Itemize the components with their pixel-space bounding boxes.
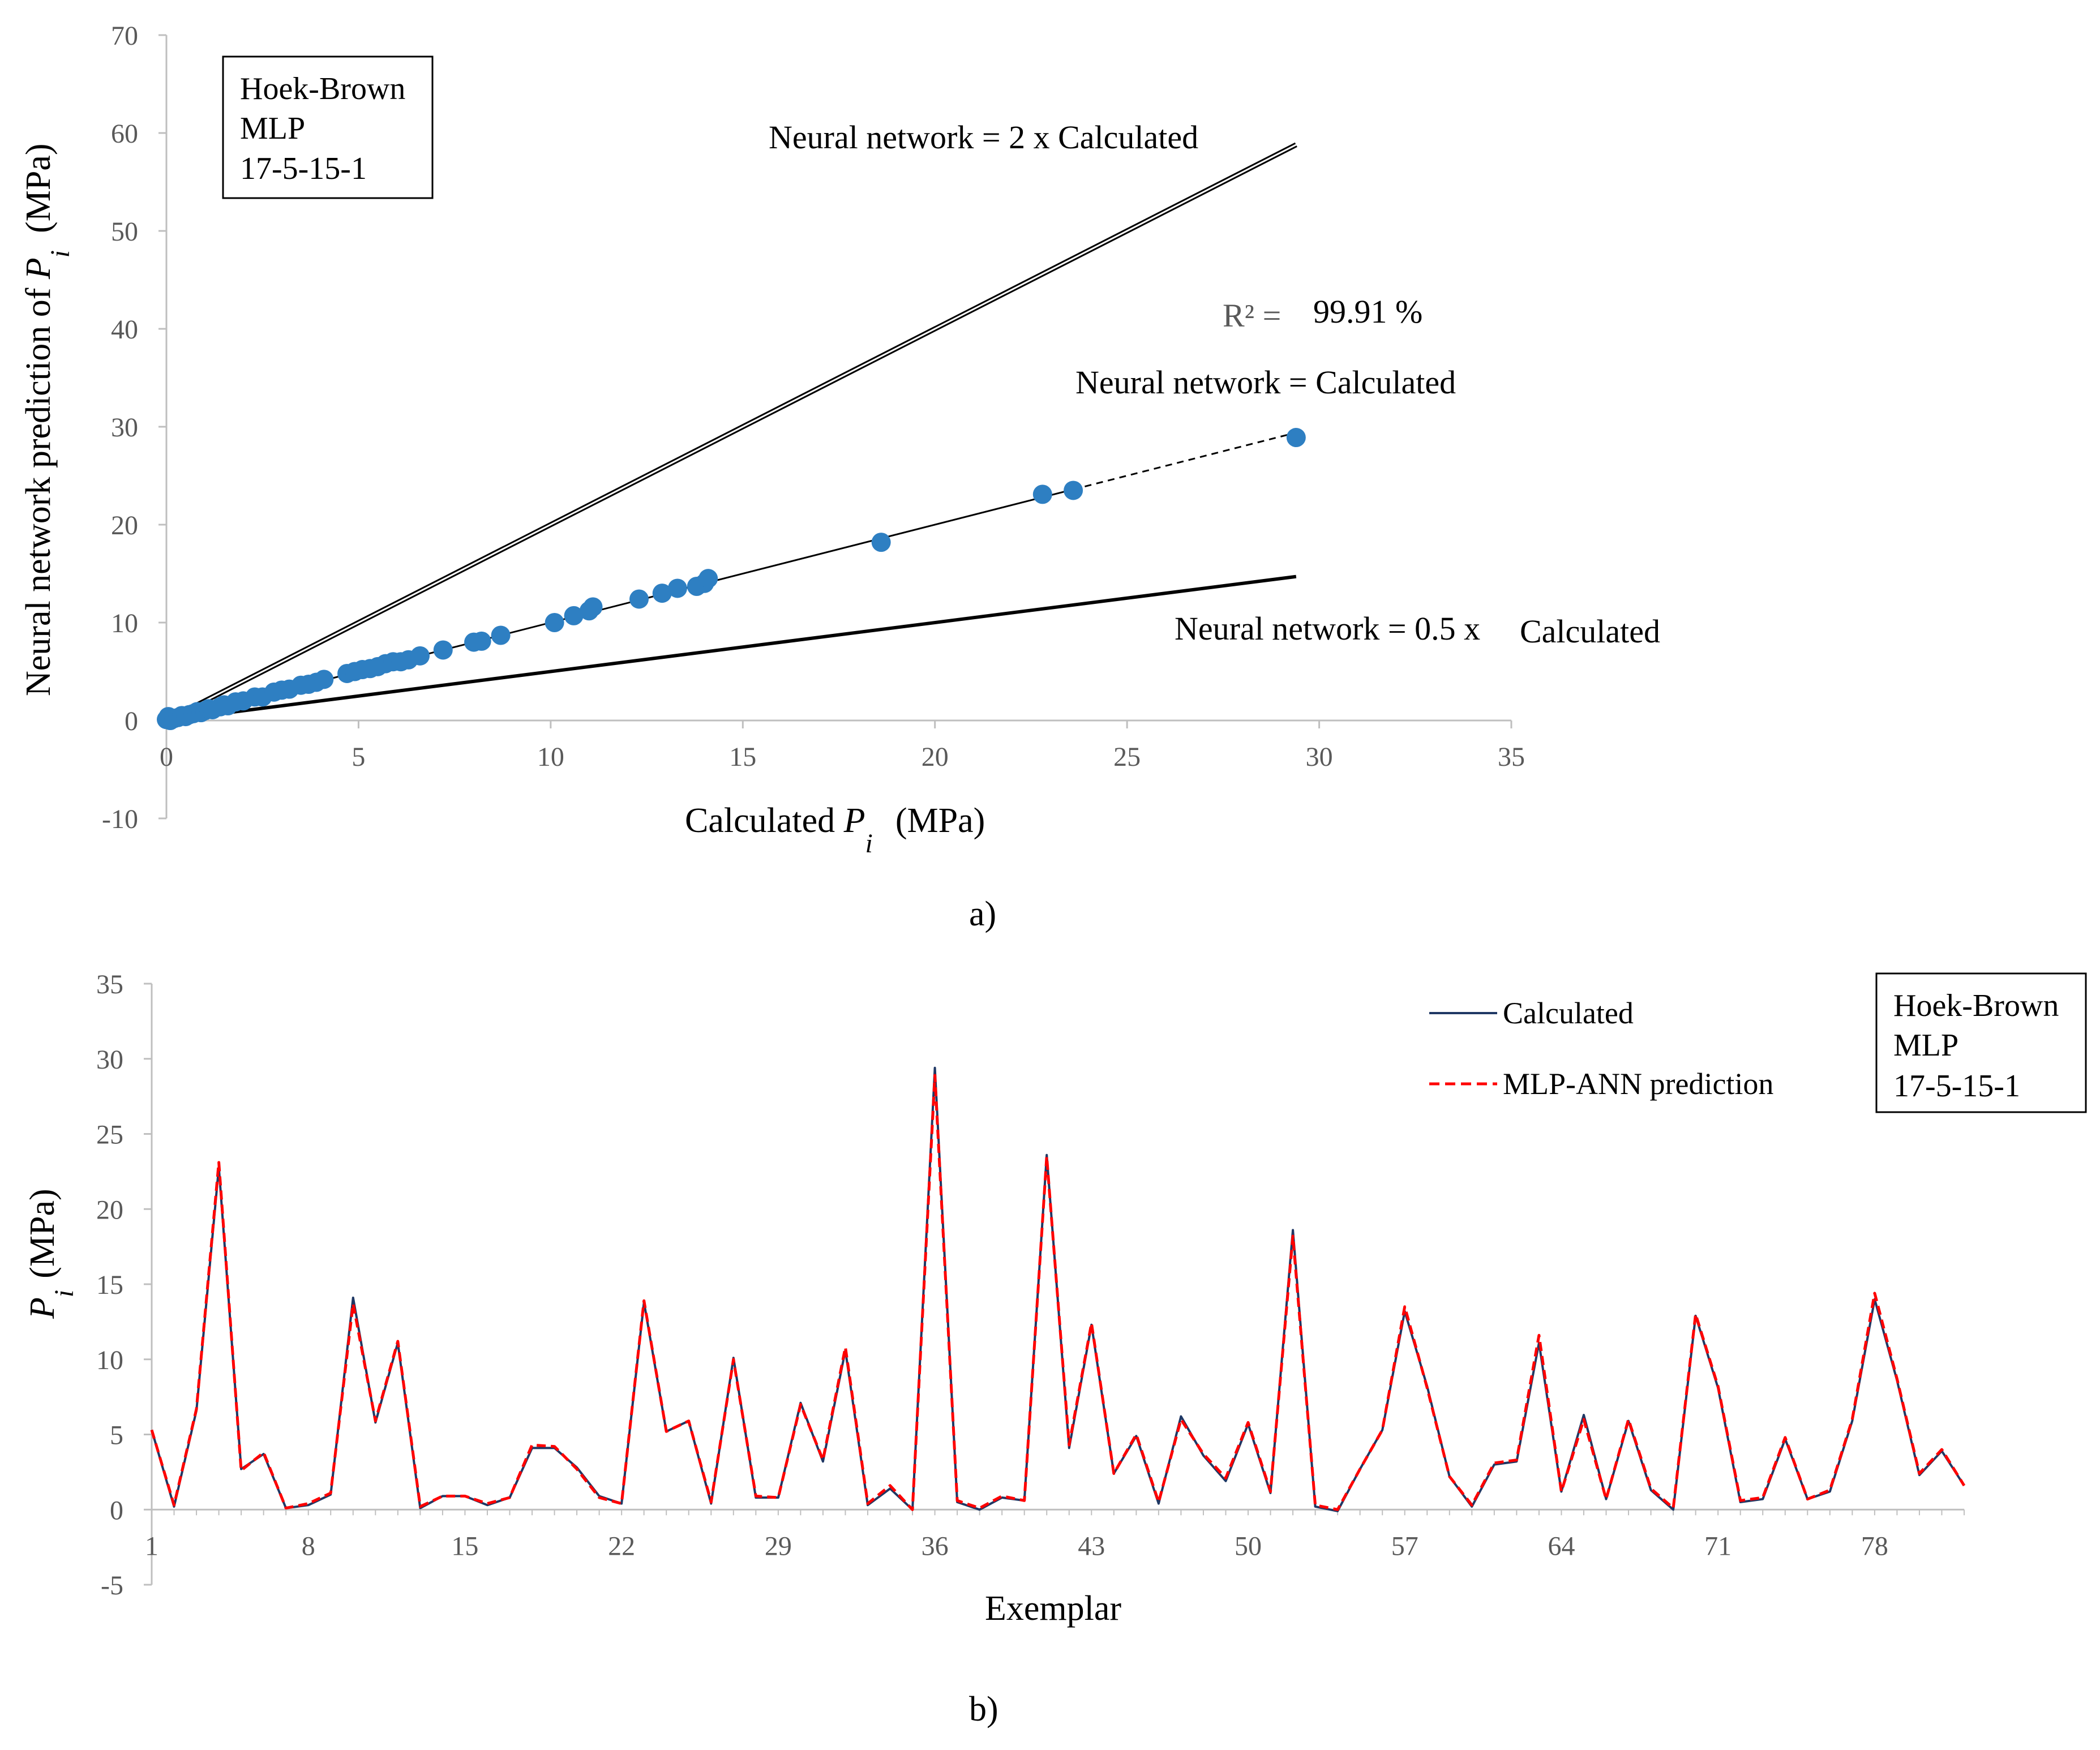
- panel-b-y-tick-label: 25: [96, 1120, 123, 1150]
- panel-b-caption: b): [969, 1690, 998, 1728]
- panel-b-y-tick-label: 10: [96, 1345, 123, 1375]
- panel-a-y-tick-label: 60: [111, 119, 138, 149]
- panel-a-x-axis-title: Calculated Pi(MPa): [685, 801, 985, 859]
- panel-a-reference-lines: [165, 142, 1297, 723]
- panel-b-box-line-1: Hoek-Brown: [1893, 988, 2059, 1023]
- panel-a-y-tick-label: 0: [125, 706, 138, 736]
- panel-a-box-line-3: 17-5-15-1: [240, 151, 367, 186]
- label-half-line-part-2: Calculated: [1520, 613, 1660, 650]
- data-point: [433, 640, 453, 660]
- panel-b-x-axis-title: Exemplar: [985, 1589, 1121, 1628]
- panel-a-points: [157, 428, 1306, 730]
- panel-a-axes: -10 0 10 20 30 40 50 60 70 0 5 10 15 20 25 30 35: [102, 21, 1525, 834]
- panel-b-y-tick-label: 35: [96, 970, 123, 1000]
- panel-a-y-tick-label: -10: [102, 804, 138, 834]
- panel-b-series: [150, 1066, 1966, 1512]
- panel-b-y-tick-label: 0: [110, 1495, 123, 1525]
- data-point: [652, 584, 672, 603]
- panel-b-axes: -5 0 5 10 15 20 25 30 35 1 8 15 22 29 36 43 50 57 64 71 78: [96, 970, 1965, 1601]
- data-point: [491, 625, 511, 645]
- data-point: [1064, 481, 1083, 500]
- panel-b-x-tick-label: 15: [451, 1531, 478, 1561]
- panel-a-x-tick-label: 30: [1306, 742, 1333, 772]
- data-point: [871, 533, 891, 552]
- label-1x-line: Neural network = Calculated: [1075, 364, 1456, 401]
- panel-a-info-box: [222, 55, 434, 199]
- panel-b-y-tick-label: 20: [96, 1195, 123, 1225]
- panel-b-x-tick-label: 1: [145, 1531, 158, 1561]
- panel-a-x-tick-label: 5: [352, 742, 365, 772]
- panel-b-x-tick-label: 71: [1704, 1531, 1732, 1561]
- legend-mlp-label: MLP-ANN prediction: [1503, 1067, 1773, 1101]
- ref-line-1x-dashed: [1073, 431, 1297, 491]
- legend-calculated-label: Calculated: [1503, 996, 1634, 1030]
- panel-a-scatter: -10 0 10 20 30 40 50 60 70 0 5 10 15 20 25 30 35 Hoek-Br…: [19, 21, 1660, 933]
- data-point: [410, 646, 430, 666]
- panel-b-y-tick-label: -5: [101, 1571, 123, 1601]
- panel-a-caption: a): [969, 895, 996, 933]
- panel-b-line-chart: -5 0 5 10 15 20 25 30 35 1 8 15 22 29 36 43 50 57 64 71 78 C…: [23, 970, 2087, 1728]
- panel-a-y-tick-label: 70: [111, 21, 138, 51]
- panel-b-y-tick-label: 15: [96, 1270, 123, 1300]
- panel-a-x-tick-label: 10: [537, 742, 564, 772]
- panel-a-x-tick-label: 0: [160, 742, 173, 772]
- panel-a-y-tick-label: 10: [111, 608, 138, 638]
- data-point: [472, 631, 491, 651]
- data-point: [545, 613, 564, 632]
- panel-a-box-line-1: Hoek-Brown: [240, 71, 405, 106]
- panel-b-x-tick-label: 22: [608, 1531, 635, 1561]
- panel-a-x-tick-label: 15: [729, 742, 756, 772]
- panel-a-y-tick-label: 30: [111, 413, 138, 443]
- data-point: [629, 589, 649, 609]
- panel-a-y-tick-label: 40: [111, 315, 138, 345]
- label-2x-line: Neural network = 2 x Calculated: [769, 119, 1198, 156]
- panel-a-y-tick-label: 50: [111, 217, 138, 247]
- data-point: [583, 597, 603, 617]
- panel-a-x-tick-label: 35: [1498, 742, 1525, 772]
- panel-a-x-tick-label: 25: [1113, 742, 1141, 772]
- data-point: [564, 606, 584, 625]
- panel-b-x-tick-label: 8: [302, 1531, 315, 1561]
- series-mlp-prediction-line: [150, 1074, 1966, 1511]
- panel-b-y-tick-label: 5: [110, 1421, 123, 1451]
- ref-line-2x-inner: [166, 144, 1297, 722]
- r2-symbol: R² =: [1223, 297, 1281, 334]
- panel-b-x-tick-label: 64: [1548, 1531, 1575, 1561]
- panel-b-y-tick-label: 30: [96, 1045, 123, 1075]
- panel-b-x-tick-label: 36: [922, 1531, 949, 1561]
- data-point: [314, 670, 334, 689]
- panel-a-y-tick-label: 20: [111, 511, 138, 541]
- panel-b-x-tick-label: 43: [1078, 1531, 1105, 1561]
- panel-b-x-tick-label: 50: [1235, 1531, 1262, 1561]
- data-point: [667, 578, 687, 598]
- panel-b-box-line-3: 17-5-15-1: [1893, 1069, 2020, 1104]
- panel-b-x-tick-label: 57: [1391, 1531, 1418, 1561]
- panel-b-y-axis-title: Pi(MPa): [23, 1189, 79, 1319]
- panel-a-x-tick-label: 20: [922, 742, 949, 772]
- data-point: [698, 569, 718, 589]
- panel-a-y-axis-title: Neural network prediction of Pi(MPa): [19, 144, 75, 697]
- panel-a-box-line-2: MLP: [240, 111, 305, 146]
- panel-b-box-line-2: MLP: [1893, 1028, 1958, 1063]
- panel-b-x-tick-label: 78: [1861, 1531, 1888, 1561]
- data-point: [1286, 428, 1306, 448]
- data-point: [1032, 484, 1052, 504]
- r2-value: 99.91 %: [1313, 293, 1422, 330]
- label-half-line-part-1: Neural network = 0.5 x: [1175, 610, 1480, 647]
- panel-b-x-tick-label: 29: [765, 1531, 792, 1561]
- ref-line-half: [166, 574, 1297, 722]
- panel-b-legend: Calculated MLP-ANN prediction: [1429, 996, 1773, 1101]
- panel-b-info-box: [1875, 972, 2087, 1113]
